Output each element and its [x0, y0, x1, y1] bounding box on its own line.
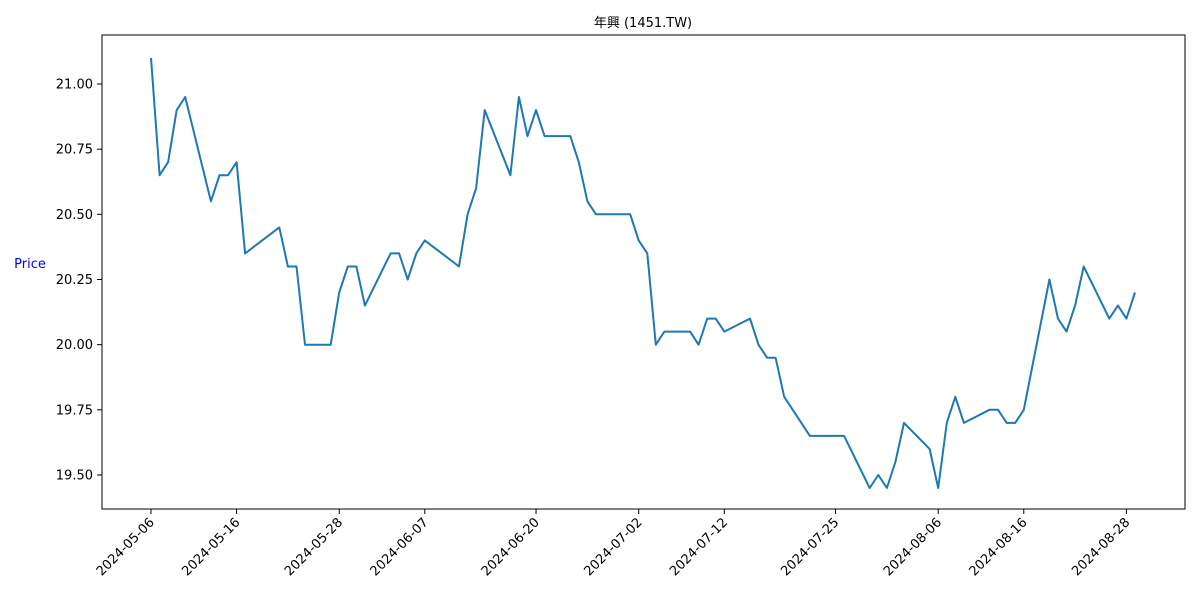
chart-title: 年興 (1451.TW)	[594, 16, 692, 31]
y-axis-label: Price	[14, 257, 46, 272]
x-tick-label: 2024-05-16	[179, 515, 243, 579]
y-tick-label: 21.00	[56, 78, 93, 93]
x-tick-label: 2024-06-07	[368, 515, 432, 579]
plot-area-frame	[101, 34, 1186, 510]
x-tick-label: 2024-06-20	[479, 515, 543, 579]
y-tick-label: 20.50	[56, 208, 93, 223]
y-axis-ticks: 19.50 19.75 20.00 20.25 20.50 20.75 21.00	[56, 78, 102, 484]
y-tick-label: 19.75	[56, 403, 93, 418]
price-line	[150, 57, 1136, 489]
x-tick-label: 2024-07-12	[667, 515, 731, 579]
x-tick-label: 2024-05-28	[282, 515, 346, 579]
series-layer	[150, 57, 1136, 489]
x-tick-label: 2024-08-16	[967, 515, 1031, 579]
x-tick-label: 2024-07-25	[778, 515, 842, 579]
x-tick-label: 2024-07-02	[582, 515, 646, 579]
y-tick-label: 19.50	[56, 469, 93, 484]
y-tick-label: 20.25	[56, 273, 93, 288]
x-tick-label: 2024-05-06	[94, 515, 158, 579]
x-tick-label: 2024-08-06	[881, 515, 945, 579]
y-tick-label: 20.00	[56, 338, 93, 353]
x-axis-ticks: 2024-05-06 2024-05-16 2024-05-28 2024-06-07…	[94, 509, 1133, 579]
y-tick-label: 20.75	[56, 143, 93, 158]
x-tick-label: 2024-08-28	[1069, 515, 1133, 579]
